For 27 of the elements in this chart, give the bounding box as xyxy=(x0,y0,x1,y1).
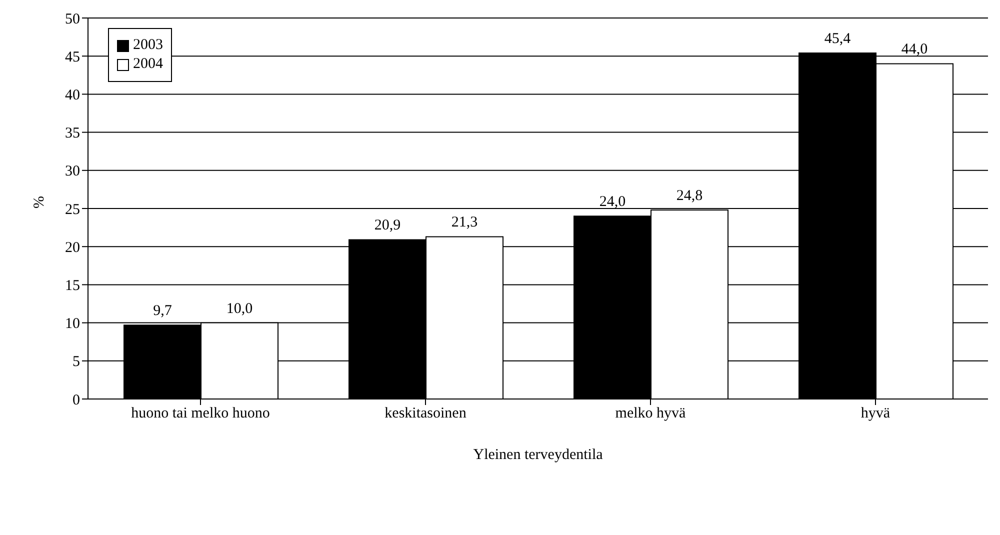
y-tick-label: 40 xyxy=(65,88,80,104)
data-label: 10,0 xyxy=(226,300,253,317)
y-tick-label: 35 xyxy=(65,126,80,142)
y-tick-label: 15 xyxy=(65,278,80,294)
y-tick-label: 0 xyxy=(72,392,80,408)
y-tick-label: 20 xyxy=(65,240,80,256)
y-tick-label: 30 xyxy=(65,164,80,180)
y-tick-label: 10 xyxy=(65,316,80,332)
x-tick-label: keskitasoinen xyxy=(384,406,467,422)
data-label: 20,9 xyxy=(374,218,401,234)
y-tick-label: 25 xyxy=(65,202,80,218)
x-tick-label: huono tai melko huono xyxy=(131,406,270,422)
data-label: 45,4 xyxy=(824,31,852,48)
y-tick-label: 5 xyxy=(72,354,80,370)
data-label: 24,8 xyxy=(676,188,703,204)
data-label: 24,0 xyxy=(599,194,626,210)
y-axis-title: % xyxy=(31,196,48,208)
x-tick-label: melko hyvä xyxy=(615,406,686,422)
legend-label: 2004 xyxy=(133,56,163,73)
y-tick-label: 45 xyxy=(65,49,80,66)
data-label: 44,0 xyxy=(901,42,928,58)
y-tick-label: 50 xyxy=(65,11,80,28)
legend-label: 2003 xyxy=(133,37,163,54)
x-axis-title: Yleinen terveydentila xyxy=(473,447,604,463)
data-label: 9,7 xyxy=(153,303,172,320)
data-label: 21,3 xyxy=(451,214,478,231)
x-tick-label: hyvä xyxy=(860,406,890,422)
